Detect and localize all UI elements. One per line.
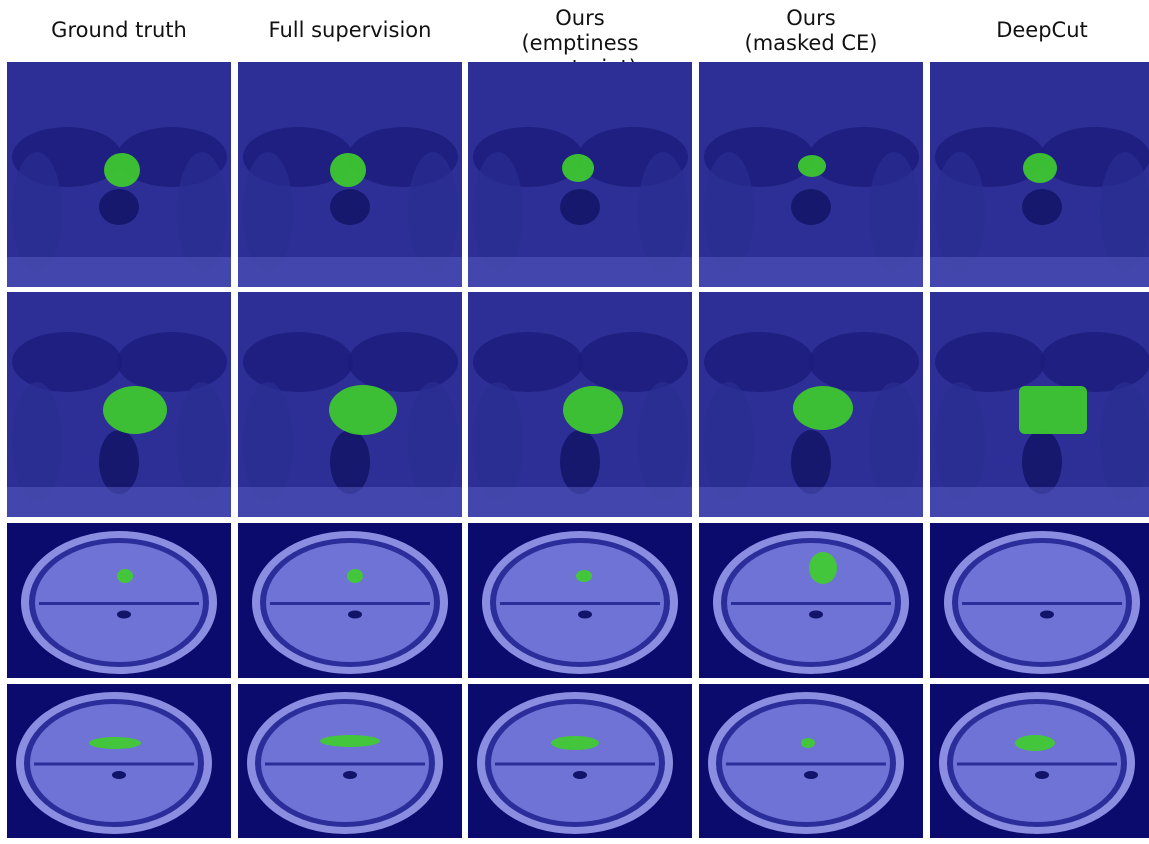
scan-image xyxy=(238,523,462,678)
result-image-r1-c4 xyxy=(930,292,1149,517)
result-image-r1-c2 xyxy=(468,292,692,517)
result-image-r2-c3 xyxy=(699,523,923,678)
result-image-r1-c0 xyxy=(7,292,231,517)
result-image-r2-c4 xyxy=(930,523,1149,678)
column-title-0: Ground truth xyxy=(6,18,232,43)
scan-image xyxy=(930,523,1149,678)
segmentation-mask xyxy=(551,736,599,750)
segmentation-mask xyxy=(801,738,815,748)
scan-image xyxy=(930,292,1149,517)
result-image-r3-c2 xyxy=(468,684,692,838)
segmentation-mask xyxy=(330,153,366,187)
column-title-1: Full supervision xyxy=(237,18,463,43)
result-image-r3-c1 xyxy=(238,684,462,838)
scan-image xyxy=(238,62,462,287)
column-title-4: DeepCut xyxy=(929,18,1149,43)
segmentation-mask xyxy=(793,386,853,430)
segmentation-mask xyxy=(576,570,592,582)
scan-image xyxy=(7,292,231,517)
result-image-r2-c0 xyxy=(7,523,231,678)
result-image-r0-c1 xyxy=(238,62,462,287)
column-title-line: Ground truth xyxy=(51,18,187,42)
segmentation-mask xyxy=(798,155,826,177)
result-image-r3-c4 xyxy=(930,684,1149,838)
column-title-line: Full supervision xyxy=(268,18,432,42)
segmentation-mask xyxy=(809,552,837,584)
scan-image xyxy=(699,62,923,287)
scan-image xyxy=(699,523,923,678)
scan-image xyxy=(699,684,923,838)
column-title-line: (masked CE) xyxy=(744,31,878,55)
result-image-r0-c2 xyxy=(468,62,692,287)
segmentation-mask xyxy=(89,737,141,749)
scan-image xyxy=(238,684,462,838)
column-title-3: Ours (masked CE) xyxy=(698,6,924,56)
segmentation-mask xyxy=(1015,735,1055,751)
result-image-r3-c0 xyxy=(7,684,231,838)
segmentation-mask xyxy=(563,386,623,434)
scan-image xyxy=(238,292,462,517)
scan-image xyxy=(7,62,231,287)
result-image-r2-c1 xyxy=(238,523,462,678)
scan-image xyxy=(468,292,692,517)
scan-image xyxy=(930,684,1149,838)
result-image-r0-c4 xyxy=(930,62,1149,287)
segmentation-mask xyxy=(320,735,380,747)
segmentation-mask xyxy=(562,154,594,182)
result-image-r0-c3 xyxy=(699,62,923,287)
result-image-r3-c3 xyxy=(699,684,923,838)
column-title-line: Ours xyxy=(786,6,836,30)
result-image-r1-c1 xyxy=(238,292,462,517)
segmentation-mask xyxy=(103,386,167,434)
column-title-line: DeepCut xyxy=(996,18,1088,42)
segmentation-mask xyxy=(347,569,363,583)
scan-image xyxy=(7,523,231,678)
segmentation-mask xyxy=(104,153,140,187)
segmentation-mask xyxy=(1019,386,1087,434)
scan-image xyxy=(930,62,1149,287)
result-image-r2-c2 xyxy=(468,523,692,678)
segmentation-mask xyxy=(117,569,133,583)
scan-image xyxy=(468,62,692,287)
result-image-r0-c0 xyxy=(7,62,231,287)
scan-image xyxy=(468,523,692,678)
column-title-line: Ours xyxy=(555,6,605,30)
segmentation-mask xyxy=(329,385,397,435)
segmentation-mask xyxy=(1023,153,1057,183)
scan-image xyxy=(468,684,692,838)
scan-image xyxy=(7,684,231,838)
result-image-r1-c3 xyxy=(699,292,923,517)
figure-header: Ground truth Full supervision Ours (emptine… xyxy=(0,0,1149,80)
scan-image xyxy=(699,292,923,517)
